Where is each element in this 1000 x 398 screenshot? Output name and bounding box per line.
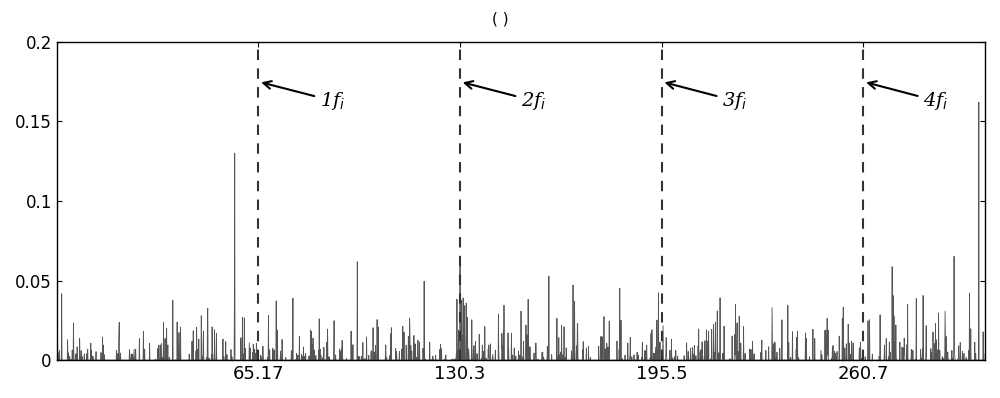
Text: 4f$_i$: 4f$_i$ [868, 81, 949, 112]
Text: 3f$_i$: 3f$_i$ [667, 81, 748, 112]
Text: 1f$_i$: 1f$_i$ [263, 81, 345, 112]
Text: 2f$_i$: 2f$_i$ [465, 81, 546, 112]
Text: ( ): ( ) [492, 12, 508, 27]
